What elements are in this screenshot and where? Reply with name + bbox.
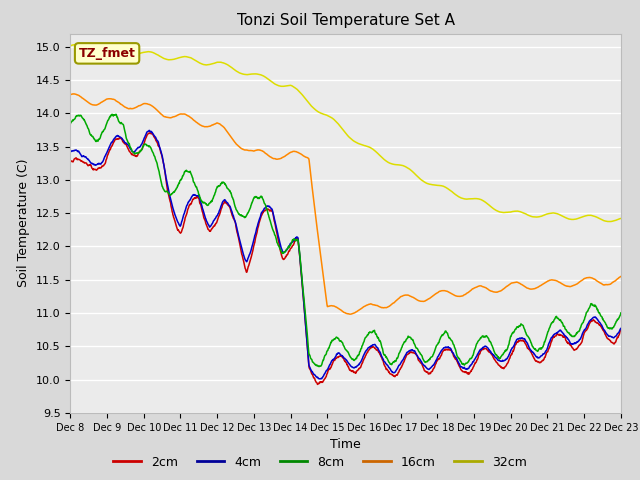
Y-axis label: Soil Temperature (C): Soil Temperature (C) (17, 159, 30, 288)
Title: Tonzi Soil Temperature Set A: Tonzi Soil Temperature Set A (237, 13, 454, 28)
Text: TZ_fmet: TZ_fmet (79, 47, 136, 60)
Legend: 2cm, 4cm, 8cm, 16cm, 32cm: 2cm, 4cm, 8cm, 16cm, 32cm (108, 451, 532, 474)
X-axis label: Time: Time (330, 438, 361, 451)
